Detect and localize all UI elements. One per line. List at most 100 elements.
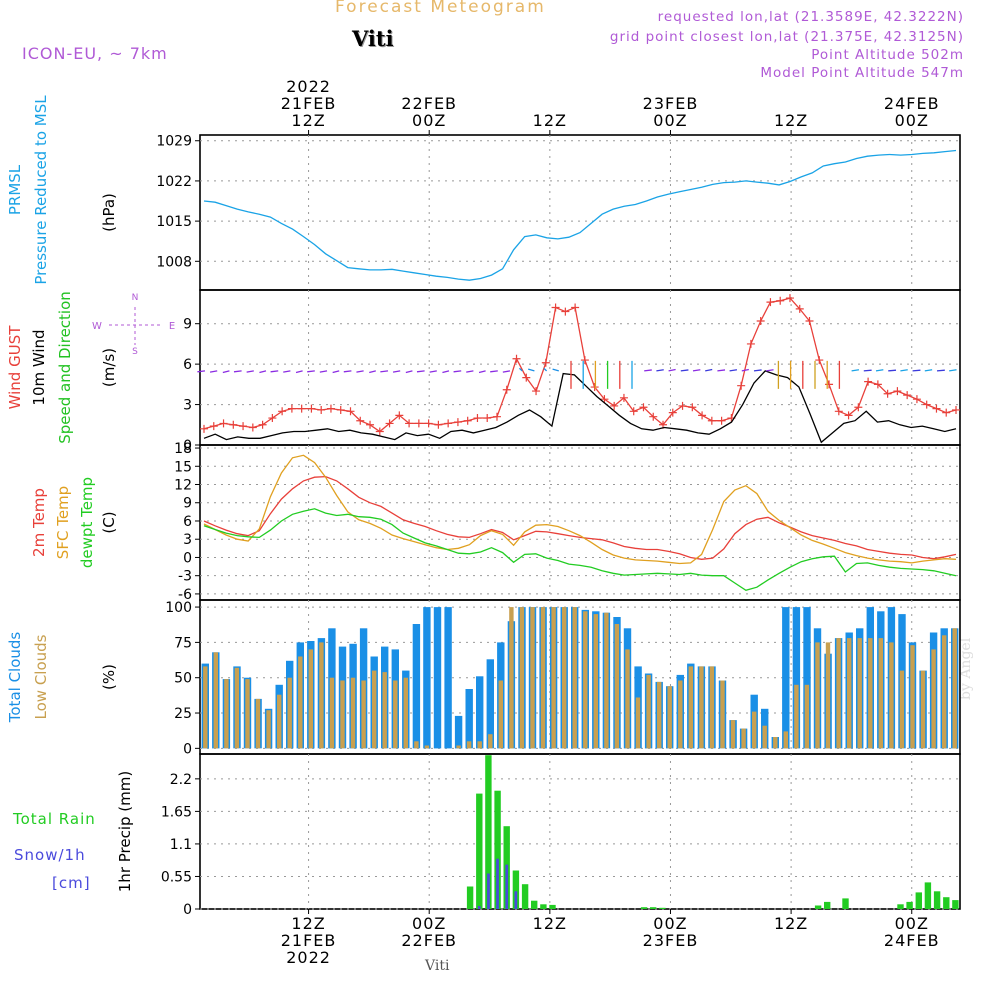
gust-marker xyxy=(229,420,238,429)
gust-marker xyxy=(395,411,404,420)
wind-direction-arrow xyxy=(380,370,389,373)
gust-marker xyxy=(698,411,707,420)
wind-direction-arrow xyxy=(528,368,535,372)
gust-marker xyxy=(356,416,365,425)
rain-bar xyxy=(814,905,822,909)
low-cloud-bar xyxy=(393,680,398,749)
gust-marker xyxy=(854,403,863,412)
gust-marker xyxy=(268,414,277,423)
gust-marker xyxy=(942,408,951,417)
low-cloud-bar xyxy=(361,680,366,749)
wind-direction-arrow xyxy=(875,369,884,372)
rain-bar xyxy=(549,904,556,909)
rain-bar xyxy=(650,907,657,909)
side-label: Pressure Reduced to MSL xyxy=(32,95,50,285)
low-cloud-bar xyxy=(899,670,905,749)
gust-marker xyxy=(825,380,834,389)
gust-marker xyxy=(785,294,794,303)
top-time-label: 2022 xyxy=(286,77,331,96)
gust-marker xyxy=(444,419,453,428)
gust-marker xyxy=(209,422,218,431)
series-line-10m-wind xyxy=(203,370,957,444)
gust-marker xyxy=(239,422,248,431)
rain-bar xyxy=(952,900,959,909)
y-tick-label: 6 xyxy=(183,357,192,373)
panel-precip: 0 0.55 1.1 1.65 2.2 1hr Precip (mm) Total Rain… xyxy=(12,753,961,918)
top-time-label: 12Z xyxy=(533,111,567,130)
total-cloud-bar xyxy=(423,607,431,749)
snow-bar xyxy=(487,873,490,909)
y-tick-label: -3 xyxy=(178,569,192,585)
wind-direction-arrow xyxy=(478,370,486,374)
rain-bar xyxy=(531,900,538,909)
y-tick-label: 3 xyxy=(183,398,192,414)
gust-marker xyxy=(952,405,960,414)
gust-marker xyxy=(551,303,560,312)
gust-marker xyxy=(532,387,541,396)
low-cloud-bar xyxy=(942,635,947,749)
wind-direction-arrow xyxy=(863,369,872,372)
low-cloud-bar xyxy=(477,741,482,749)
low-cloud-bar xyxy=(266,710,271,749)
top-time-label: 22FEB xyxy=(401,94,457,113)
side-label: Low Clouds xyxy=(32,634,50,719)
y-tick-label: 1015 xyxy=(156,214,192,230)
low-cloud-bar xyxy=(287,677,292,749)
wind-direction-arrow xyxy=(705,368,713,372)
y-tick-label: 15 xyxy=(174,459,192,475)
wind-direction-arrow xyxy=(356,370,364,373)
wind-direction-arrow xyxy=(319,370,328,373)
wind-direction-arrow xyxy=(692,369,701,372)
wind-direction-arrow xyxy=(405,370,413,374)
gust-marker xyxy=(619,393,628,402)
wind-direction-arrow xyxy=(209,370,218,373)
gust-marker xyxy=(756,317,765,325)
gust-marker xyxy=(473,414,482,423)
compass-n: N xyxy=(132,293,139,303)
low-cloud-bar xyxy=(952,628,957,749)
low-cloud-bar xyxy=(667,686,672,749)
low-cloud-bar xyxy=(583,611,588,749)
y-tick-label: 0 xyxy=(183,550,192,566)
model-altitude: Model Point Altitude 547m xyxy=(760,65,964,81)
gust-marker xyxy=(610,401,619,410)
wind-direction-arrow xyxy=(307,370,315,373)
wind-direction-arrow xyxy=(502,370,511,373)
y-tick-label: 12 xyxy=(174,478,192,494)
wind-direction-arrow xyxy=(900,369,908,372)
bottom-time-label: 00Z xyxy=(653,914,687,933)
low-cloud-bar xyxy=(519,607,525,749)
wind-direction-arrow xyxy=(283,370,291,373)
bottom-time-label: 22FEB xyxy=(401,931,457,950)
top-time-label: 12Z xyxy=(291,111,325,130)
low-cloud-bar xyxy=(498,680,503,749)
gust-marker xyxy=(912,395,921,404)
low-cloud-bar xyxy=(920,670,926,749)
bottom-time-label: 12Z xyxy=(533,914,567,933)
top-time-label: 00Z xyxy=(895,111,929,130)
total-cloud-bar xyxy=(412,624,421,749)
low-cloud-bar xyxy=(329,677,335,749)
point-altitude: Point Altitude 502m xyxy=(811,47,964,63)
rain-bar xyxy=(842,898,849,909)
gust-marker xyxy=(375,427,384,436)
rain-bar xyxy=(924,882,932,909)
total-cloud-bar xyxy=(803,607,811,749)
low-cloud-bar xyxy=(783,731,788,749)
gust-marker xyxy=(766,298,775,307)
bottom-time-label: 12Z xyxy=(291,914,325,933)
wind-direction-arrow xyxy=(717,369,726,372)
bottom-time-label: 2022 xyxy=(286,948,331,967)
gust-marker xyxy=(366,420,375,429)
wind-direction-arrow xyxy=(197,370,206,373)
snow-bar xyxy=(514,891,518,909)
side-label: [cm] xyxy=(52,874,91,892)
gust-marker xyxy=(219,419,228,428)
y-tick-label: 100 xyxy=(165,600,192,616)
low-cloud-bar xyxy=(625,649,630,749)
series-line-sfc-temp xyxy=(203,454,957,565)
y-unit-label: (%) xyxy=(100,664,118,690)
y-tick-label: 0 xyxy=(183,902,192,918)
wind-direction-arrow xyxy=(888,369,897,372)
y-unit-label: 1hr Precip (mm) xyxy=(116,771,134,892)
